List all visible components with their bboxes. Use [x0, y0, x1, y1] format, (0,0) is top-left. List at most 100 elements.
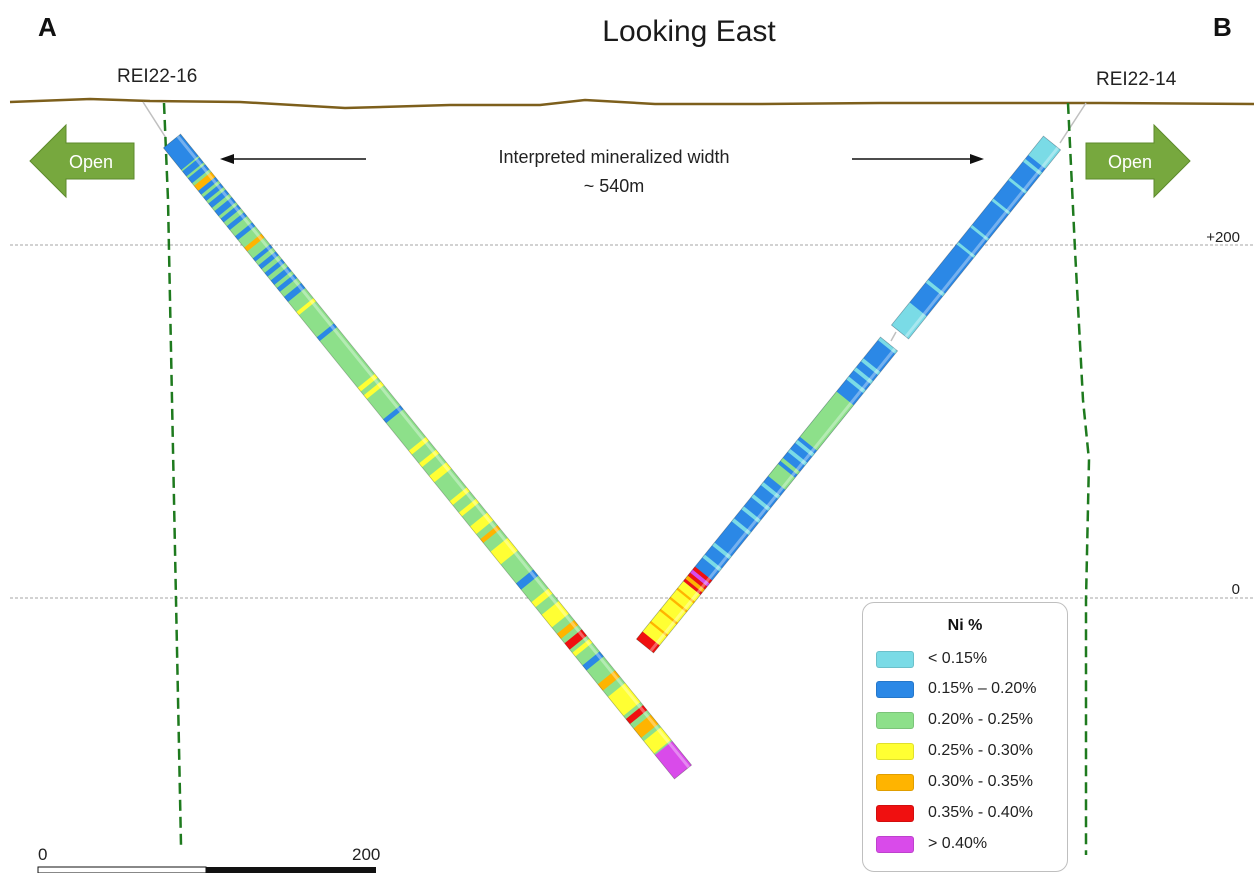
legend-swatch: [876, 680, 914, 698]
assay-interval: [203, 183, 224, 201]
hole-label-rei22-14: REI22-14: [1096, 69, 1177, 90]
assay-interval: [408, 436, 429, 455]
scale-label-start: 0: [38, 845, 47, 864]
assay-interval: [296, 298, 316, 316]
legend-swatch: [876, 835, 914, 853]
assay-interval: [357, 373, 378, 392]
assay-interval: [163, 134, 199, 171]
drillhole-shine: [649, 347, 897, 652]
assay-interval: [264, 259, 285, 277]
assay-interval: [541, 601, 569, 628]
assay-interval: [685, 575, 705, 593]
assay-interval: [1008, 177, 1028, 194]
assay-interval: [956, 241, 976, 259]
assay-interval: [860, 358, 881, 376]
assay-interval: [383, 405, 404, 424]
assay-interval: [194, 171, 216, 191]
drillhole-rei22-16: [162, 133, 693, 780]
assay-interval: [516, 569, 539, 590]
open-label-left: Open: [69, 152, 113, 172]
assay-interval: [795, 439, 815, 457]
assay-interval: [608, 683, 641, 716]
legend: Ni % < 0.15% 0.15% – 0.20% 0.20% - 0.25%…: [862, 602, 1068, 872]
assay-interval: [276, 274, 298, 292]
assay-interval: [690, 569, 710, 587]
legend-label: 0.35% - 0.40%: [928, 804, 1033, 821]
assay-interval: [252, 244, 273, 262]
legend-label: 0.30% - 0.35%: [928, 773, 1033, 790]
drillhole-rei22-14-gap: [890, 331, 897, 342]
assay-interval: [214, 197, 236, 217]
assay-interval: [220, 204, 241, 223]
assay-interval: [676, 587, 696, 604]
collar-rei22-14: [1059, 102, 1087, 144]
assay-interval: [490, 537, 518, 565]
scale-label-end: 200: [352, 845, 380, 864]
open-arrow-left: Open: [29, 123, 135, 199]
drillhole-shine: [176, 135, 690, 769]
legend-item: 0.30% - 0.35%: [876, 771, 1033, 793]
assay-interval: [556, 619, 579, 639]
section-corner-b: B: [1213, 12, 1232, 42]
width-arrow-right: [852, 154, 984, 164]
assay-interval: [531, 588, 553, 608]
assay-interval: [702, 554, 722, 572]
assay-interval: [846, 376, 866, 394]
open-label-right: Open: [1108, 152, 1152, 172]
assay-interval: [582, 651, 604, 671]
assay-interval: [198, 176, 219, 195]
assay-interval: [1028, 136, 1061, 169]
assay-interval: [208, 189, 230, 208]
assay-interval: [741, 506, 761, 524]
legend-item: > 0.40%: [876, 833, 987, 855]
legend-label: 0.25% - 0.30%: [928, 742, 1033, 759]
assay-interval: [1022, 158, 1043, 176]
assay-interval: [636, 631, 660, 653]
assay-interval: [258, 251, 279, 270]
section-corner-a: A: [38, 12, 57, 42]
legend-swatch: [876, 711, 914, 729]
topography-line: [9, 97, 1254, 110]
drillhole-outline: [162, 133, 693, 780]
assay-interval: [625, 705, 648, 725]
elevation-label-0: 0: [1232, 581, 1240, 598]
assay-interval: [991, 198, 1011, 215]
legend-swatch: [876, 650, 914, 668]
drillhole-shine: [904, 146, 1060, 338]
assay-interval: [760, 482, 781, 499]
assay-interval: [751, 494, 771, 511]
assay-interval: [429, 462, 452, 483]
assay-interval: [659, 608, 678, 625]
assay-interval: [712, 542, 732, 560]
legend-swatch: [876, 742, 914, 760]
assay-interval: [458, 498, 479, 517]
assay-interval: [891, 302, 927, 339]
assay-interval: [780, 457, 800, 475]
assay-interval: [643, 727, 672, 754]
assay-interval: [597, 670, 621, 691]
assay-interval: [655, 741, 692, 779]
legend-label: < 0.15%: [928, 650, 988, 667]
legend-label: 0.20% - 0.25%: [928, 711, 1033, 728]
assay-interval: [270, 266, 292, 285]
assay-interval: [970, 224, 990, 241]
legend-label: > 0.40%: [928, 835, 988, 852]
drillhole-rei22-14-upper: [890, 135, 1062, 340]
assay-interval: [418, 449, 440, 468]
assay-interval: [244, 233, 265, 252]
drillhole-outline: [635, 336, 899, 654]
legend-item: < 0.15%: [876, 648, 987, 670]
assay-interval: [316, 323, 337, 342]
elevation-label-200: +200: [1206, 229, 1240, 246]
assay-interval: [234, 222, 256, 241]
assay-interval: [284, 282, 306, 302]
right-contact-line: [1066, 102, 1091, 855]
assay-interval: [853, 367, 874, 385]
assay-interval: [669, 596, 688, 613]
legend-item: 0.25% - 0.30%: [876, 740, 1033, 762]
assay-interval: [480, 525, 501, 543]
collar-rei22-16: [142, 101, 167, 139]
drillhole-outline: [890, 135, 1062, 340]
width-annotation-line2: ~ 540m: [584, 176, 645, 196]
hole-label-rei22-16: REI22-16: [117, 66, 197, 87]
